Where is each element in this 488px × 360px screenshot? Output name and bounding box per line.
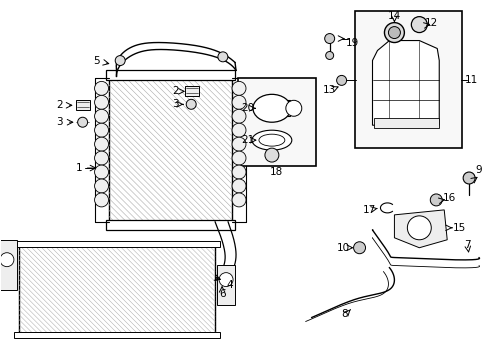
Ellipse shape xyxy=(259,134,285,146)
Circle shape xyxy=(462,172,474,184)
Circle shape xyxy=(219,273,233,287)
Text: 16: 16 xyxy=(442,193,455,203)
Circle shape xyxy=(232,165,245,179)
Circle shape xyxy=(94,165,108,179)
Text: 9: 9 xyxy=(475,165,482,175)
Circle shape xyxy=(94,179,108,193)
Circle shape xyxy=(94,95,108,109)
Text: 5: 5 xyxy=(93,57,100,67)
Bar xyxy=(271,100,289,116)
Circle shape xyxy=(410,17,427,32)
Circle shape xyxy=(94,151,108,165)
Text: 3: 3 xyxy=(172,99,178,109)
Bar xyxy=(14,332,220,338)
Polygon shape xyxy=(372,41,438,125)
Bar xyxy=(105,71,235,80)
Bar xyxy=(238,78,315,166)
Circle shape xyxy=(336,75,346,85)
Text: 15: 15 xyxy=(451,223,465,233)
Circle shape xyxy=(232,137,245,151)
Circle shape xyxy=(94,193,108,207)
Circle shape xyxy=(387,27,400,39)
Circle shape xyxy=(232,179,245,193)
Bar xyxy=(105,220,235,230)
Circle shape xyxy=(186,99,196,109)
Text: 12: 12 xyxy=(424,18,437,28)
Text: 2: 2 xyxy=(56,100,63,110)
Circle shape xyxy=(94,81,108,95)
Circle shape xyxy=(232,109,245,123)
Text: 10: 10 xyxy=(336,243,349,253)
Circle shape xyxy=(232,95,245,109)
Circle shape xyxy=(384,23,404,42)
Circle shape xyxy=(429,194,441,206)
Circle shape xyxy=(285,100,301,116)
Circle shape xyxy=(218,52,227,62)
Ellipse shape xyxy=(251,130,291,150)
Text: 2: 2 xyxy=(172,86,178,96)
Bar xyxy=(374,118,438,128)
Circle shape xyxy=(232,81,245,95)
Text: 1: 1 xyxy=(75,163,82,173)
Text: 6: 6 xyxy=(218,289,225,298)
Text: 19: 19 xyxy=(345,37,359,48)
Text: 20: 20 xyxy=(241,103,254,113)
Circle shape xyxy=(353,242,365,254)
Text: 8: 8 xyxy=(341,310,347,319)
Bar xyxy=(354,11,461,148)
Bar xyxy=(108,78,232,222)
Circle shape xyxy=(115,55,125,66)
Bar xyxy=(185,86,199,96)
Circle shape xyxy=(325,51,333,59)
Text: 3: 3 xyxy=(56,117,63,127)
Circle shape xyxy=(78,117,87,127)
Circle shape xyxy=(232,123,245,137)
Bar xyxy=(76,100,89,110)
Circle shape xyxy=(232,193,245,207)
Circle shape xyxy=(407,216,430,240)
Circle shape xyxy=(94,123,108,137)
Text: 18: 18 xyxy=(270,167,283,177)
Text: 11: 11 xyxy=(464,75,477,85)
Text: 13: 13 xyxy=(323,85,336,95)
Bar xyxy=(108,78,232,222)
Circle shape xyxy=(0,253,14,267)
Text: 14: 14 xyxy=(387,11,400,21)
Bar xyxy=(217,265,235,305)
Text: 4: 4 xyxy=(226,280,233,289)
Bar xyxy=(19,245,215,334)
Polygon shape xyxy=(394,210,447,248)
Bar xyxy=(14,241,220,247)
Circle shape xyxy=(324,33,334,44)
Ellipse shape xyxy=(252,94,290,122)
Text: 21: 21 xyxy=(241,135,254,145)
Circle shape xyxy=(232,151,245,165)
Circle shape xyxy=(94,109,108,123)
Text: 7: 7 xyxy=(463,240,469,250)
Circle shape xyxy=(94,137,108,151)
Circle shape xyxy=(264,148,278,162)
Bar xyxy=(0,240,17,289)
Text: 17: 17 xyxy=(362,205,375,215)
